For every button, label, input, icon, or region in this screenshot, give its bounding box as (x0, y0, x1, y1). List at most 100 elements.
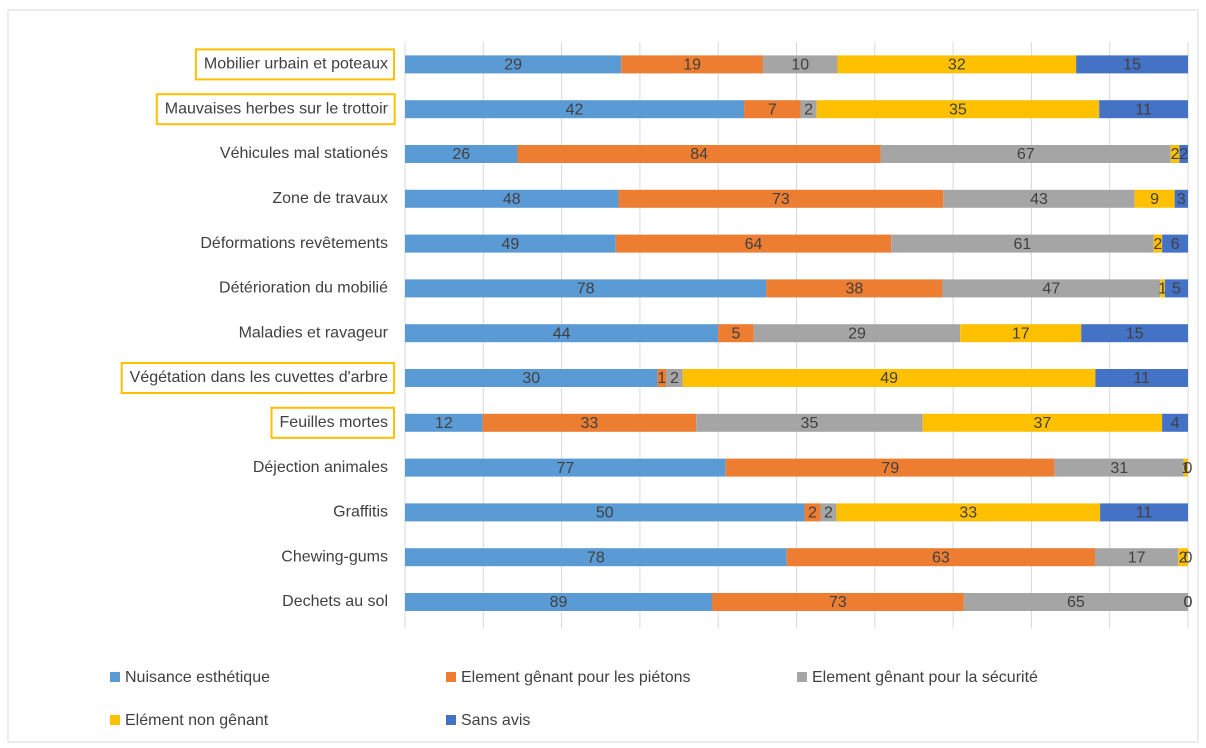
data-label: 43 (1030, 191, 1048, 208)
data-label: 78 (587, 549, 605, 566)
data-label: 2 (824, 505, 833, 522)
bar-segment (891, 234, 1154, 253)
data-label: 38 (846, 281, 864, 298)
legend-label: Element gênant pour la sécurité (812, 669, 1038, 686)
data-label: 2 (1179, 549, 1188, 566)
data-label: 49 (502, 236, 520, 253)
data-label: 50 (596, 505, 614, 522)
bar-segment (1170, 145, 1180, 163)
bar-segment (880, 145, 1171, 163)
bar-segment (1162, 234, 1188, 253)
bar-segment (405, 279, 767, 298)
data-label: 4 (1171, 415, 1180, 432)
bar-segment (960, 324, 1082, 343)
label-highlight (120, 362, 396, 394)
data-label: 63 (932, 549, 950, 566)
data-label: 37 (1034, 415, 1052, 432)
bar-segment (1099, 100, 1188, 119)
y-tick-label: Déformations revêtements (200, 235, 388, 252)
data-label: 11 (1135, 101, 1152, 118)
data-label: 1 (657, 370, 666, 387)
data-label: 30 (522, 370, 540, 387)
bar-segment (762, 55, 838, 74)
bar-segment (405, 100, 745, 119)
bar-segment (405, 593, 712, 611)
y-tick-label: Graffitis (333, 504, 388, 521)
data-label: 32 (948, 57, 966, 74)
bar-segment (1183, 458, 1188, 477)
y-tick-label: Véhicules mal stationés (220, 145, 388, 162)
bar-segment (786, 548, 1096, 567)
legend-swatch (446, 715, 456, 725)
bar-segment (718, 324, 754, 343)
data-label: 2 (808, 505, 817, 522)
data-label: 29 (504, 57, 522, 74)
bar-segment (725, 458, 1055, 477)
data-label: 3 (1177, 191, 1186, 208)
data-label: 2 (1171, 146, 1180, 163)
legend-label: Element gênant pour les piétons (461, 669, 690, 686)
bar-segment (405, 189, 619, 208)
bar-segment (744, 100, 801, 119)
bar-segment (1076, 55, 1188, 74)
data-label: 6 (1171, 236, 1180, 253)
data-label: 11 (1136, 505, 1153, 522)
bar-segment (1160, 279, 1165, 298)
data-label: 5 (1172, 281, 1181, 298)
data-label: 65 (1067, 594, 1085, 611)
data-label: 73 (829, 594, 847, 611)
data-label: 33 (581, 415, 599, 432)
y-tick-label: Chewing-gums (281, 548, 388, 565)
data-label: 12 (435, 415, 453, 432)
bar-segment (696, 413, 923, 432)
data-label: 5 (732, 325, 741, 342)
data-label: 19 (683, 57, 701, 74)
bar-segment (405, 369, 658, 387)
bar-segment (1081, 324, 1188, 343)
data-label: 29 (848, 325, 866, 342)
bar-segment (405, 55, 622, 74)
data-label: 9 (1150, 191, 1159, 208)
bar-segment (405, 503, 805, 522)
bar-segment (618, 189, 944, 208)
bar-segment (922, 413, 1163, 432)
y-tick-label: Dechets au sol (282, 593, 388, 610)
data-label: 79 (881, 460, 899, 477)
data-label: 48 (503, 191, 521, 208)
data-label: 15 (1123, 57, 1141, 74)
data-label: 49 (880, 370, 898, 387)
data-label: 17 (1128, 549, 1146, 566)
bar-segment (942, 279, 1161, 298)
bar-segment (1162, 413, 1188, 432)
bar-segment (405, 145, 518, 163)
bar-segment (1100, 503, 1188, 522)
data-label: 17 (1012, 325, 1030, 342)
bar-segment (1174, 189, 1188, 208)
data-label: 89 (550, 594, 568, 611)
data-label: 35 (801, 415, 819, 432)
bar-segment (1134, 189, 1175, 208)
legend-swatch (446, 672, 456, 682)
bar-segment (1153, 234, 1163, 253)
data-label: 47 (1042, 281, 1060, 298)
bar-segment (837, 55, 1077, 74)
bar-segment (816, 100, 1100, 119)
data-label: 1 (1181, 460, 1190, 477)
y-tick-label: Feuilles mortes (280, 414, 388, 431)
bar-segment (711, 593, 964, 611)
bar-segment (482, 413, 697, 432)
bar-segment (405, 548, 787, 567)
data-label: 7 (768, 101, 777, 118)
bar-segment (1054, 458, 1184, 477)
bar-segment (666, 369, 683, 387)
bar-segment (766, 279, 943, 298)
y-tick-label: Déjection animales (253, 459, 388, 476)
data-label: 2 (1179, 146, 1188, 163)
y-tick-label: Mauvaises herbes sur le trottoir (165, 100, 389, 117)
data-label: 64 (745, 236, 763, 253)
data-label: 2 (804, 101, 813, 118)
data-label: 2 (670, 370, 679, 387)
bar-segment (963, 593, 1188, 611)
